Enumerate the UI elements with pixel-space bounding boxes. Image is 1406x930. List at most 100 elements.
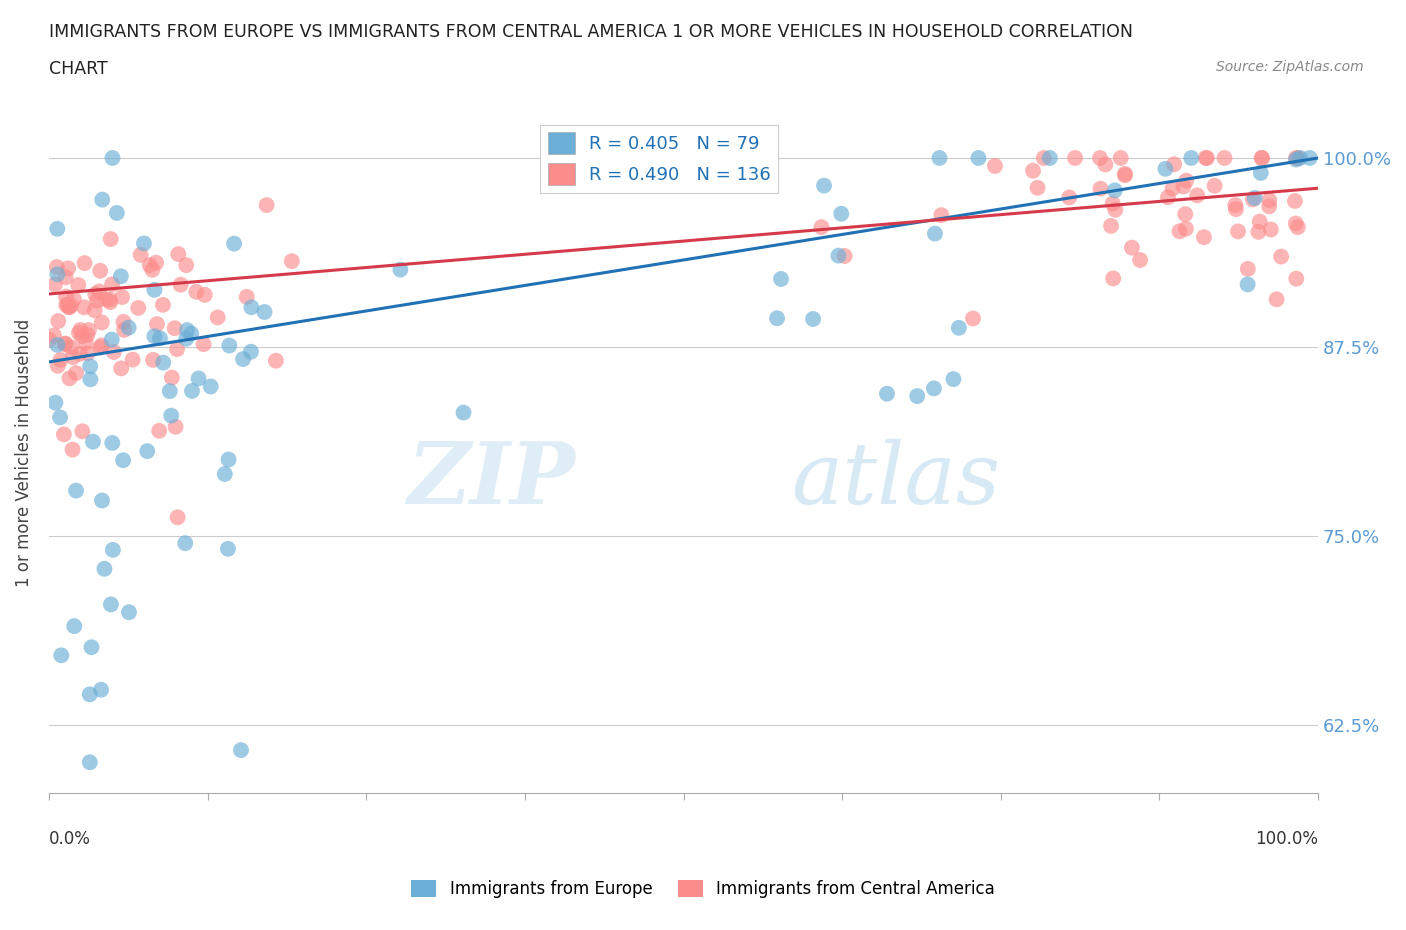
- Point: [93, 562, 115, 577]
- Point: [1192, 230, 1215, 245]
- Point: [240, 344, 263, 359]
- Point: [160, 408, 183, 423]
- Point: [1157, 190, 1180, 205]
- Point: [948, 321, 970, 336]
- Point: [65, 484, 87, 498]
- Point: [1250, 166, 1272, 180]
- Point: [46, 267, 69, 282]
- Point: [1129, 253, 1152, 268]
- Point: [80, 640, 103, 655]
- Point: [222, 236, 245, 251]
- Point: [82, 434, 104, 449]
- Point: [146, 316, 169, 331]
- Point: [176, 323, 198, 338]
- Point: [83, 303, 105, 318]
- Point: [58, 299, 80, 314]
- Point: [1250, 151, 1272, 166]
- Point: [1225, 198, 1247, 213]
- Point: [1227, 224, 1250, 239]
- Point: [136, 444, 159, 458]
- Point: [75, 336, 97, 351]
- Point: [922, 381, 945, 396]
- Point: [91, 193, 114, 207]
- Point: [89, 263, 111, 278]
- Point: [1195, 151, 1218, 166]
- Point: [194, 287, 217, 302]
- Point: [1101, 196, 1123, 211]
- Point: [1102, 271, 1125, 286]
- Point: [801, 312, 824, 326]
- Text: atlas: atlas: [792, 438, 1001, 521]
- Point: [1289, 151, 1312, 166]
- Point: [70, 328, 93, 343]
- Point: [118, 604, 141, 619]
- Point: [56, 261, 79, 276]
- Point: [264, 353, 287, 368]
- Point: [1225, 202, 1247, 217]
- Point: [55, 270, 77, 285]
- Point: [1286, 151, 1309, 166]
- Point: [1195, 151, 1218, 166]
- Point: [1243, 191, 1265, 206]
- Point: [218, 339, 240, 353]
- Point: [159, 384, 181, 399]
- Text: ZIP: ZIP: [408, 438, 575, 522]
- Point: [59, 298, 82, 312]
- Point: [58, 371, 80, 386]
- Point: [98, 295, 121, 310]
- Point: [166, 510, 188, 525]
- Point: [73, 256, 96, 271]
- Point: [1090, 181, 1112, 196]
- Point: [1241, 192, 1264, 206]
- Point: [53, 337, 76, 352]
- Point: [90, 315, 112, 330]
- Point: [1286, 219, 1309, 234]
- Point: [214, 467, 236, 482]
- Text: Source: ZipAtlas.com: Source: ZipAtlas.com: [1216, 60, 1364, 74]
- Legend: R = 0.405   N = 79, R = 0.490   N = 136: R = 0.405 N = 79, R = 0.490 N = 136: [540, 125, 778, 193]
- Point: [235, 289, 257, 304]
- Point: [1185, 188, 1208, 203]
- Point: [69, 323, 91, 338]
- Point: [810, 219, 832, 234]
- Point: [79, 687, 101, 702]
- Point: [984, 158, 1007, 173]
- Point: [813, 179, 835, 193]
- Point: [1174, 221, 1197, 236]
- Point: [62, 292, 84, 307]
- Point: [929, 207, 952, 222]
- Point: [46, 313, 69, 328]
- Point: [1180, 151, 1202, 166]
- Point: [51, 648, 73, 663]
- Point: [1173, 179, 1195, 194]
- Point: [76, 327, 98, 342]
- Point: [1270, 249, 1292, 264]
- Point: [101, 151, 124, 166]
- Point: [142, 352, 165, 367]
- Point: [55, 336, 77, 351]
- Point: [132, 236, 155, 251]
- Point: [143, 329, 166, 344]
- Point: [98, 292, 121, 307]
- Point: [240, 299, 263, 314]
- Point: [65, 365, 87, 380]
- Point: [55, 289, 77, 304]
- Point: [163, 321, 186, 336]
- Point: [100, 232, 122, 246]
- Point: [90, 683, 112, 698]
- Point: [217, 541, 239, 556]
- Point: [101, 332, 124, 347]
- Point: [79, 359, 101, 374]
- Point: [1237, 261, 1260, 276]
- Text: CHART: CHART: [49, 60, 108, 78]
- Point: [281, 254, 304, 269]
- Point: [62, 442, 84, 457]
- Point: [77, 323, 100, 338]
- Point: [1161, 181, 1184, 196]
- Point: [928, 151, 950, 166]
- Point: [129, 247, 152, 262]
- Point: [1039, 151, 1062, 166]
- Point: [86, 293, 108, 308]
- Point: [1163, 157, 1185, 172]
- Point: [169, 277, 191, 292]
